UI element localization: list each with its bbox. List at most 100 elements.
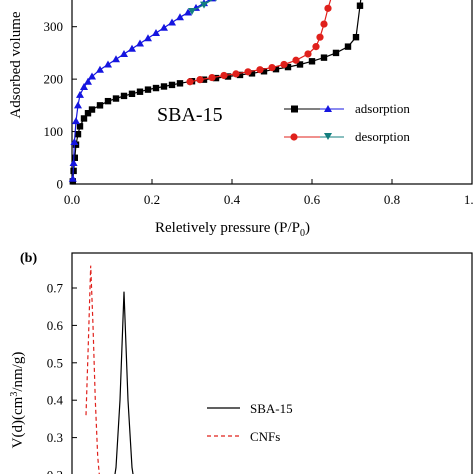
- legend-entry-adsorption: adsorption: [284, 101, 410, 116]
- series-cnfs-adsorption: [68, 0, 216, 182]
- data-point: [352, 33, 360, 41]
- data-point: [120, 92, 128, 100]
- data-point: [112, 95, 120, 102]
- y-tick-label: 0: [57, 177, 64, 192]
- x-tick-label: 0.4: [224, 192, 241, 207]
- data-point: [69, 159, 78, 167]
- legend-marker-square: [291, 105, 298, 113]
- series-line: [72, 0, 211, 179]
- data-point: [248, 70, 256, 77]
- data-point: [256, 66, 264, 74]
- y-tick-label: 0.6: [47, 318, 64, 333]
- legend-label-desorption: desorption: [355, 129, 410, 144]
- data-point: [324, 4, 332, 12]
- data-point: [212, 74, 220, 82]
- data-point: [84, 77, 92, 85]
- data-point: [200, 76, 208, 83]
- y-tick-label: 100: [44, 124, 64, 139]
- y-tick-label: 0.4: [47, 393, 64, 408]
- data-point: [308, 58, 316, 65]
- series-sba-15-line: [114, 291, 134, 474]
- x-tick-label: 1.0: [464, 192, 474, 207]
- data-point: [186, 78, 194, 86]
- data-point: [280, 60, 288, 69]
- series-line: [72, 0, 362, 182]
- panel-b-y-axis-label: V(d)(cm3/nm/g): [9, 352, 26, 449]
- data-point: [72, 117, 80, 125]
- data-point: [74, 101, 82, 109]
- data-point: [200, 1, 208, 9]
- panel-a-legend: adsorption desorption: [284, 101, 410, 144]
- data-point: [104, 60, 112, 68]
- data-point: [224, 73, 232, 80]
- data-point: [244, 68, 252, 76]
- panel-a-x-axis-label: Reletively pressure (P/P0): [155, 220, 310, 239]
- data-point: [80, 115, 88, 122]
- x-tick-label: 0.0: [64, 192, 80, 207]
- data-point: [260, 68, 268, 75]
- panel-b: (b) 0.2 0.3 0.4 0.5 0.6 0.7 V(d)(cm3/nm/g) SB…: [9, 251, 473, 474]
- data-point: [316, 33, 324, 41]
- data-point: [188, 7, 196, 15]
- panel-a-series: [68, 0, 364, 185]
- data-point: [168, 81, 176, 89]
- series-cnfs-line: [85, 265, 100, 474]
- data-point: [136, 88, 144, 95]
- data-point: [70, 138, 79, 146]
- x-tick-label: 0.8: [384, 192, 400, 207]
- data-point: [208, 73, 216, 82]
- data-point: [88, 72, 96, 80]
- data-point: [120, 49, 128, 57]
- data-point: [176, 13, 184, 21]
- data-point: [320, 20, 328, 28]
- data-point: [272, 65, 280, 73]
- data-point: [312, 43, 320, 51]
- panel-b-label: (b): [20, 251, 37, 266]
- data-point: [74, 130, 82, 138]
- data-point: [96, 65, 104, 73]
- panel-a-plot-frame: [71, 0, 473, 185]
- data-point: [88, 106, 96, 113]
- y-tick-label: 0.5: [47, 355, 63, 370]
- y-tick-label: 0.3: [47, 430, 63, 445]
- data-point: [128, 44, 136, 52]
- data-point: [320, 54, 328, 61]
- data-point: [144, 86, 152, 93]
- data-point: [80, 83, 88, 90]
- legend-entry-sba15: SBA-15: [207, 401, 293, 416]
- data-point: [76, 90, 84, 98]
- series-sba-15-adsorption: [69, 0, 364, 185]
- panel-b-series: [85, 265, 134, 474]
- data-point: [84, 110, 92, 117]
- data-point: [304, 50, 312, 58]
- data-point: [160, 83, 168, 90]
- data-point: [215, 0, 217, 2]
- panel-b-legend: SBA-15 CNFs: [207, 401, 293, 444]
- legend-marker-triangle-down: [324, 133, 332, 140]
- sample-annotation: SBA-15: [157, 104, 223, 126]
- data-point: [144, 34, 152, 42]
- data-point: [112, 55, 120, 63]
- data-point: [136, 39, 144, 47]
- data-point: [196, 76, 204, 84]
- data-point: [128, 90, 136, 98]
- data-point: [168, 18, 176, 26]
- data-point: [184, 8, 192, 16]
- data-point: [220, 71, 228, 80]
- legend-marker-triangle-up: [324, 105, 332, 112]
- data-point: [344, 43, 352, 50]
- panel-a-x-ticks: 0.0 0.2 0.4 0.6 0.8 1.0: [64, 179, 474, 207]
- legend-entry-desorption: desorption: [284, 129, 410, 144]
- legend-label-cnfs: CNFs: [250, 429, 280, 444]
- legend-entry-cnfs: CNFs: [207, 429, 280, 444]
- data-point: [232, 70, 240, 78]
- panel-a-y-ticks: 0 100 200 300: [44, 19, 77, 192]
- data-point: [152, 28, 160, 36]
- legend-label-adsorption: adsorption: [355, 101, 410, 116]
- data-point: [176, 80, 184, 87]
- data-point: [96, 102, 104, 109]
- legend-marker-circle: [290, 133, 298, 141]
- y-tick-label: 200: [44, 72, 64, 87]
- panel-a: 0 100 200 300 0.0 0.2 0.4 0.6 0.8 1.0 Adsorbed v…: [8, 0, 474, 239]
